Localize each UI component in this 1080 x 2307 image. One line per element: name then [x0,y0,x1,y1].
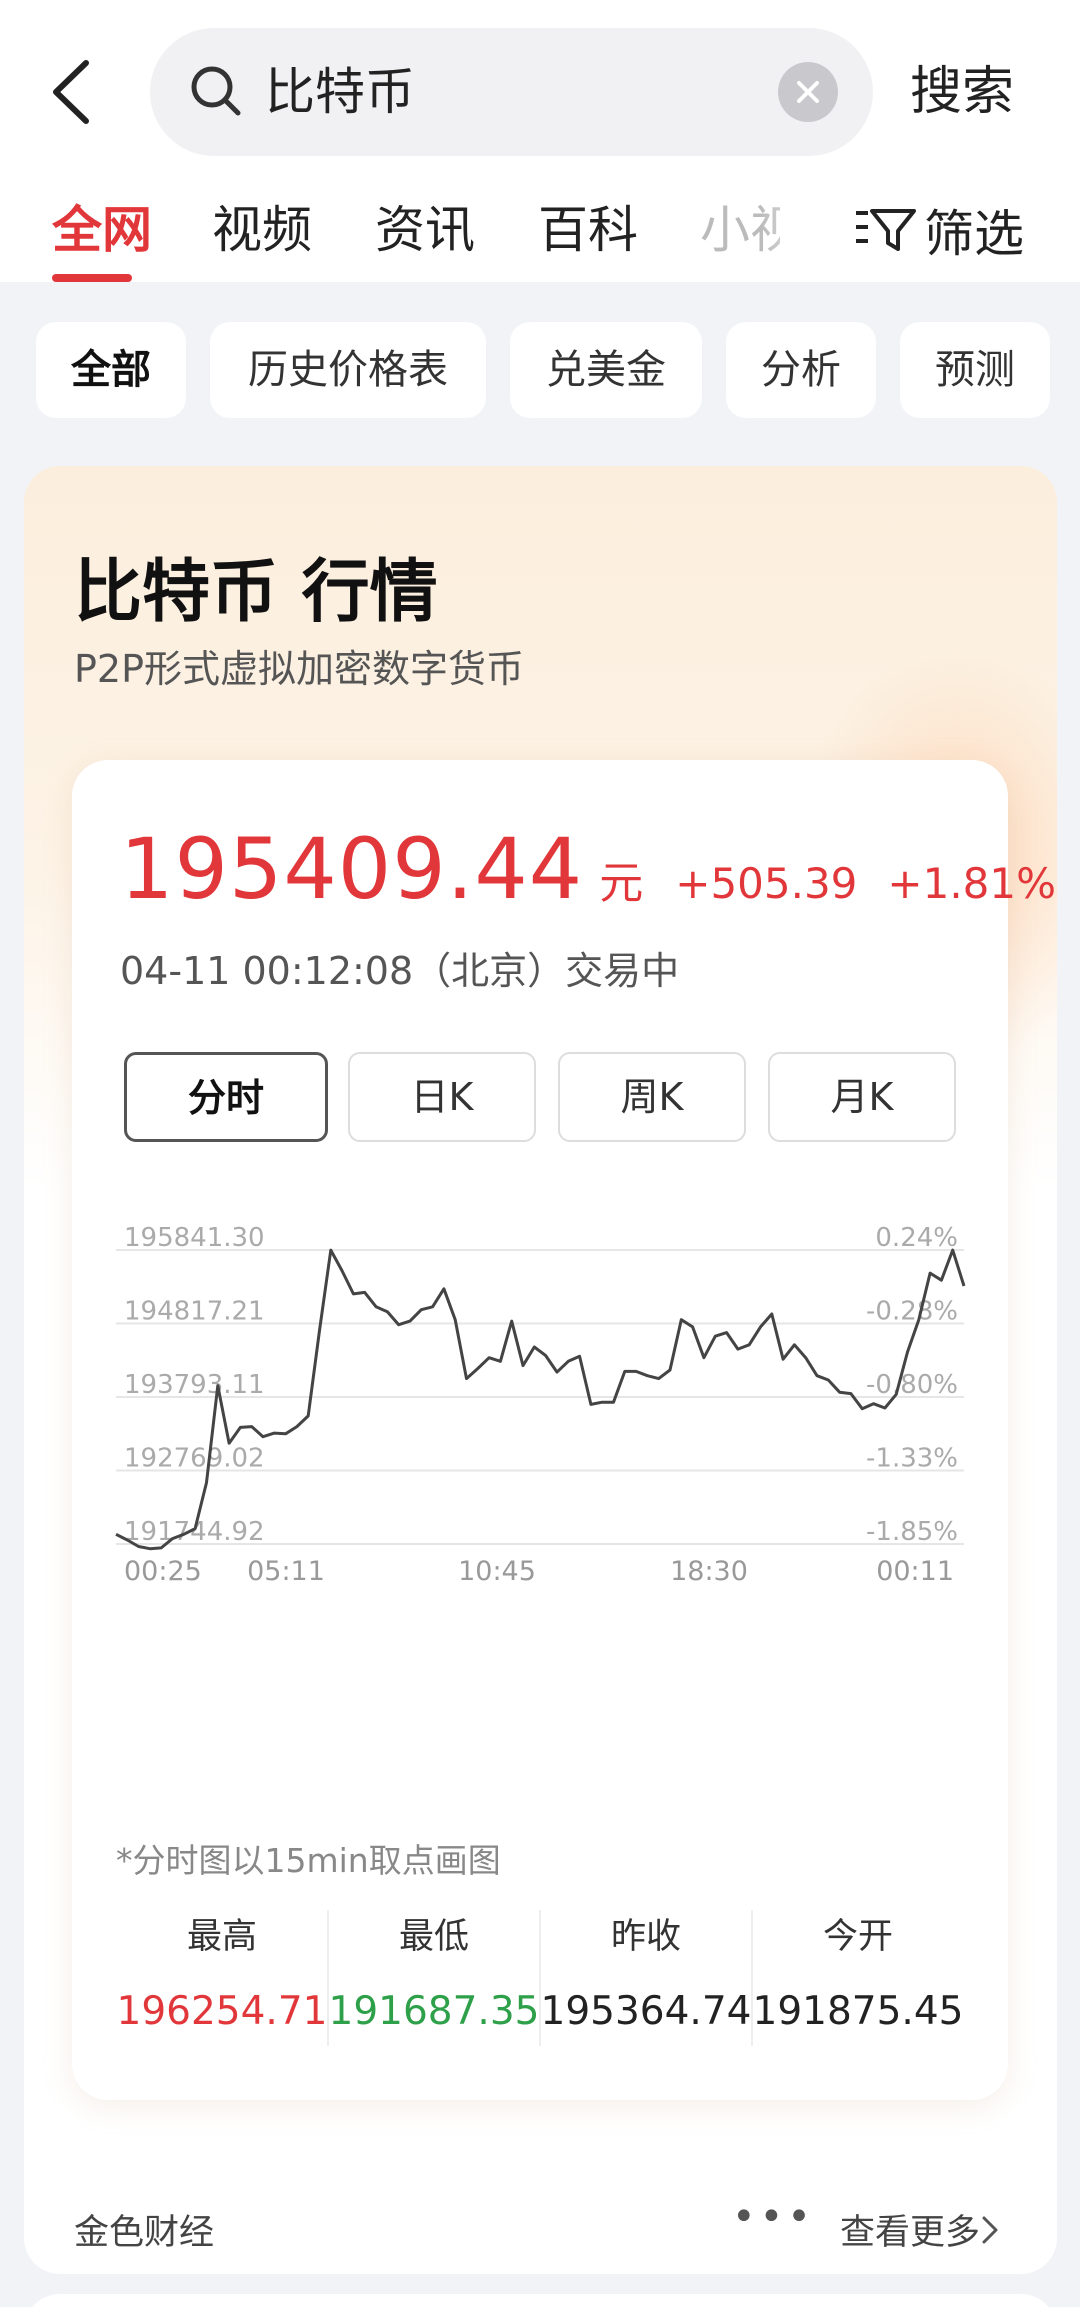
period-intraday-button[interactable]: 分时 [124,1052,328,1142]
y-axis-left-tick: 193793.11 [124,1370,265,1400]
y-axis-left-tick: 195841.30 [124,1223,265,1253]
y-axis-right-tick: -0.28% [866,1297,958,1327]
chip-forecast[interactable]: 预测 [900,322,1050,418]
stat-value: 195364.74 [540,1989,752,2034]
price-change: +505.39 [675,859,858,908]
card-title: 比特币 行情 [74,553,438,632]
current-price: 195409.44 [120,820,584,918]
x-axis-tick: 10:45 [458,1556,536,1587]
x-axis-tick: 00:25 [124,1556,202,1587]
search-icon [191,66,241,116]
price-unit: 元 [599,858,644,909]
chip-all[interactable]: 全部 [36,322,186,418]
price-row: 195409.44 元 +505.39 +1.81% [120,820,1056,920]
y-axis-right-tick: -1.85% [866,1517,958,1547]
y-axis-right-tick: -1.33% [866,1444,958,1474]
stat-value: 191875.45 [752,1989,964,2034]
source-label: 金色财经 [74,2213,215,2253]
chart-note: *分时图以15min取点画图 [116,1841,501,1880]
price-line [115,1248,966,1551]
tab-video[interactable]: 视频 [212,201,312,259]
chip-usd-rate[interactable]: 兑美金 [510,322,702,418]
more-options-icon[interactable]: ••• [732,2194,815,2240]
x-axis-tick: 05:11 [247,1556,325,1587]
stat-high: 最高 196254.71 [116,1900,328,2040]
period-weekly-button[interactable]: 周K [558,1052,746,1142]
top-bar: 比特币 搜索 全网 视频 资讯 百科 小视 筛选 [0,0,1080,282]
view-more-label: 查看更多 [840,2213,981,2253]
stats-row: 最高 196254.71 最低 191687.35 昨收 195364.74 今… [116,1900,964,2050]
x-axis-tick: 18:30 [670,1556,748,1587]
stat-open: 今开 191875.45 [752,1900,964,2040]
stat-value: 191687.35 [328,1989,540,2034]
back-button[interactable] [40,52,100,132]
stat-divider [751,1910,753,2046]
y-axis-left-tick: 192769.02 [124,1444,265,1474]
filter-button[interactable]: 筛选 [848,190,1024,270]
active-tab-indicator [52,274,132,282]
stat-label: 今开 [822,1917,893,1957]
y-axis-left-tick: 194817.21 [124,1297,265,1327]
stat-divider [539,1910,541,2046]
search-button[interactable]: 搜索 [910,62,1015,122]
search-input[interactable]: 比特币 [150,28,873,156]
stat-prev-close: 昨收 195364.74 [540,1900,752,2040]
tab-all-web[interactable]: 全网 [52,201,152,259]
chevron-left-icon [53,60,89,124]
card-subtitle: P2P形式虚拟加密数字货币 [74,647,525,691]
quote-panel: 195409.44 元 +505.39 +1.81% 04-11 00:12:0… [72,760,1056,2100]
search-query[interactable]: 比特币 [265,63,415,121]
price-change-percent: +1.81% [887,859,1057,908]
stat-label: 最高 [186,1917,257,1957]
period-daily-button[interactable]: 日K [348,1052,536,1142]
y-axis-right-tick: 0.24% [875,1223,958,1253]
category-chips: 全部 历史价格表 兑美金 分析 预测 [0,322,1080,418]
filter-label: 筛选 [924,205,1024,263]
x-axis-tick: 00:11 [876,1556,954,1587]
y-axis-left-tick: 191744.92 [124,1517,265,1547]
view-more-link[interactable]: 查看更多 [840,2204,1000,2255]
stat-value: 196254.71 [116,1989,328,2034]
tab-fade-overlay [760,190,840,270]
next-card-peek [24,2294,1057,2307]
chevron-right-icon [982,2216,998,2243]
stat-low: 最低 191687.35 [328,1900,540,2040]
y-axis-right-tick: -0.80% [866,1370,958,1400]
market-card: 比特币 行情 P2P形式虚拟加密数字货币 195409.44 元 +505.39… [24,466,1057,2274]
intraday-chart[interactable]: 195841.30 0.24% 194817.21 -0.28% 193793.11 -0… [72,1210,1008,1590]
tab-encyclopedia[interactable]: 百科 [538,201,638,259]
stat-label: 最低 [398,1917,469,1957]
quote-time: 04-11 00:12:08（北京）交易中 [120,949,680,993]
tab-bar: 全网 视频 资讯 百科 小视 筛选 [0,190,1080,282]
stat-label: 昨收 [610,1917,681,1957]
period-monthly-button[interactable]: 月K [768,1052,956,1142]
tab-news[interactable]: 资讯 [375,201,475,259]
filter-icon [856,209,916,251]
close-icon [797,81,819,103]
clear-search-button[interactable] [778,62,838,122]
chip-analysis[interactable]: 分析 [726,322,876,418]
chip-price-history[interactable]: 历史价格表 [210,322,486,418]
stat-divider [327,1910,329,2046]
